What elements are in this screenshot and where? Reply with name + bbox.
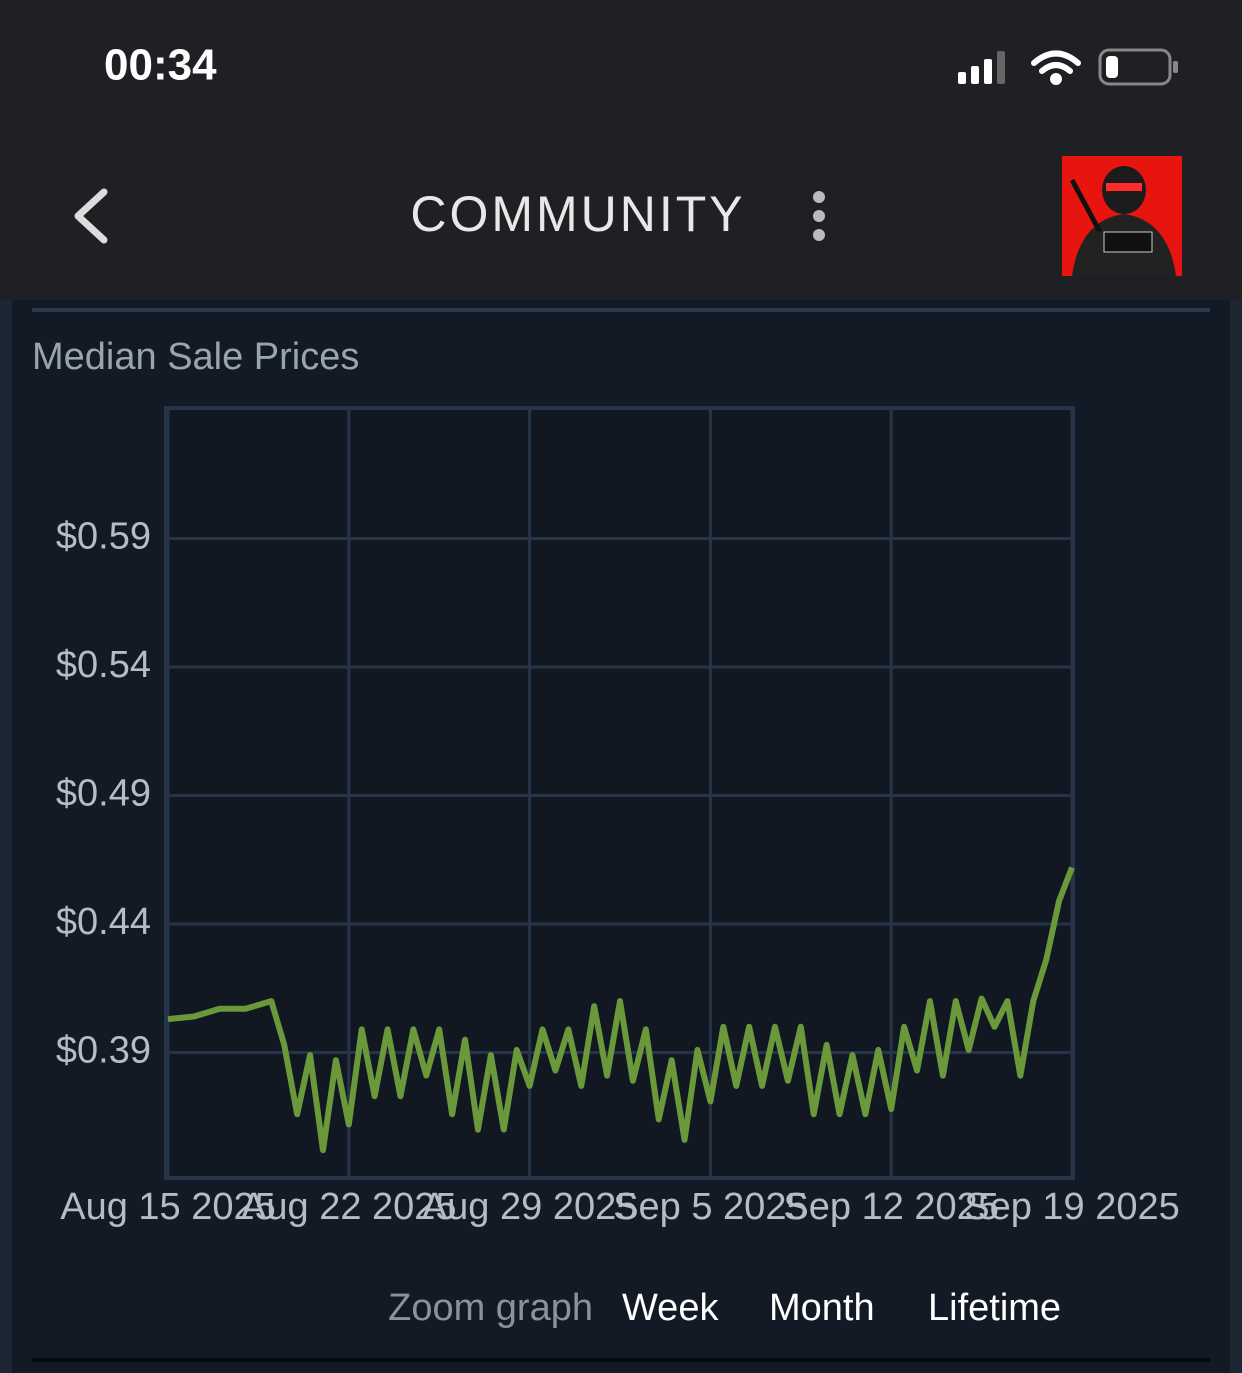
x-tick-label: Sep 5 2025 (613, 1186, 807, 1228)
y-tick-label: $0.49 (56, 773, 151, 815)
signal-icon (958, 51, 1005, 84)
nav-title: COMMUNITY (410, 186, 745, 242)
avatar[interactable] (1062, 156, 1182, 276)
zoom-label: Zoom graph (388, 1287, 593, 1329)
x-tick-label: Aug 29 2025 (422, 1186, 638, 1228)
y-tick-label: $0.59 (56, 516, 151, 558)
y-tick-label: $0.39 (56, 1030, 151, 1072)
zoom-month[interactable]: Month (769, 1287, 875, 1329)
x-tick-label: Sep 12 2025 (783, 1186, 999, 1228)
zoom-lifetime[interactable]: Lifetime (928, 1287, 1061, 1329)
y-tick-label: $0.54 (56, 644, 151, 686)
clock: 00:34 (104, 41, 217, 90)
price-line (167, 866, 1075, 1154)
x-tick-label: Aug 15 2025 (60, 1186, 276, 1228)
battery-icon (1098, 48, 1178, 86)
menu-button[interactable] (813, 191, 825, 241)
x-tick-label: Sep 19 2025 (964, 1186, 1180, 1228)
back-button[interactable] (74, 188, 108, 244)
chart-title: Median Sale Prices (32, 336, 359, 378)
marks (167, 866, 1075, 1154)
zoom-week[interactable]: Week (622, 1287, 719, 1329)
x-tick-label: Aug 22 2025 (241, 1186, 457, 1228)
wifi-icon (1031, 50, 1081, 85)
y-tick-label: $0.44 (56, 901, 151, 943)
plot-area (164, 406, 1075, 1180)
header-bg (0, 0, 1242, 300)
